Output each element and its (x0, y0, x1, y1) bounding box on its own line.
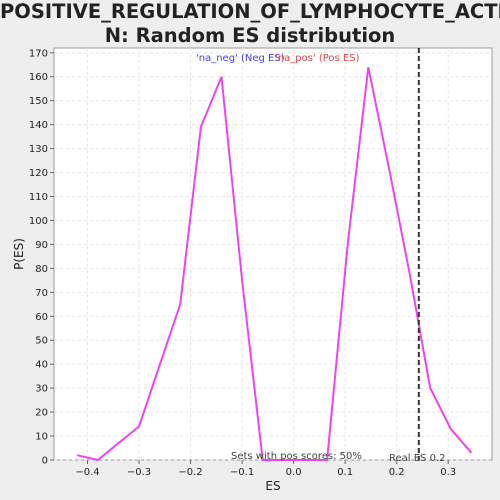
y-tick-label: 40 (35, 360, 48, 371)
y-tick-label: 10 (35, 432, 48, 443)
plot-area (53, 47, 493, 461)
pos-scores-annotation: Sets with pos scores: 50% (231, 451, 362, 462)
chart-title-line-2: N: Random ES distribution (104, 24, 396, 47)
y-tick-label: 150 (29, 96, 48, 107)
y-tick-label: 80 (35, 264, 48, 275)
y-tick-label: 130 (29, 144, 48, 155)
grid-lines (54, 48, 492, 461)
x-tick-label: −0.1 (230, 467, 254, 478)
y-tick-label: 140 (29, 120, 48, 131)
series-line (76, 66, 473, 462)
x-tick-label: 0.3 (440, 467, 456, 478)
chart-title-line-1: POSITIVE_REGULATION_OF_LYMPHOCYTE_ACTIVA… (0, 0, 500, 23)
y-axis-label: P(ES) (12, 238, 26, 270)
y-axis-ticks: 0 10 20 30 40 50 60 70 80 90 100 110 120 130 140 150 160… (29, 48, 54, 467)
x-tick-label: 0.1 (337, 467, 353, 478)
y-tick-label: 120 (29, 168, 48, 179)
y-tick-label: 100 (29, 216, 48, 227)
y-tick-label: 70 (35, 288, 48, 299)
x-tick-label: −0.4 (75, 467, 99, 478)
x-tick-label: −0.2 (178, 467, 202, 478)
y-tick-label: 170 (29, 48, 48, 59)
y-tick-label: 160 (29, 72, 48, 83)
y-tick-label: 110 (29, 192, 48, 203)
legend-pos-label: 'na_pos' (Pos ES) (275, 53, 360, 64)
y-tick-label: 0 (42, 456, 48, 467)
y-tick-label: 60 (35, 312, 48, 323)
chart-title: POSITIVE_REGULATION_OF_LYMPHOCYTE_ACTIVA… (0, 0, 500, 48)
x-tick-label: −0.3 (127, 467, 151, 478)
y-tick-label: 30 (35, 384, 48, 395)
y-tick-label: 90 (35, 240, 48, 251)
legend-neg-label: 'na_neg' (Neg ES) (196, 53, 285, 64)
y-tick-label: 20 (35, 408, 48, 419)
y-tick-label: 50 (35, 336, 48, 347)
x-axis-label: ES (265, 479, 280, 493)
x-tick-label: 0.0 (286, 467, 302, 478)
x-tick-label: 0.2 (389, 467, 405, 478)
real-es-label: Real ES 0.2 (389, 453, 445, 464)
